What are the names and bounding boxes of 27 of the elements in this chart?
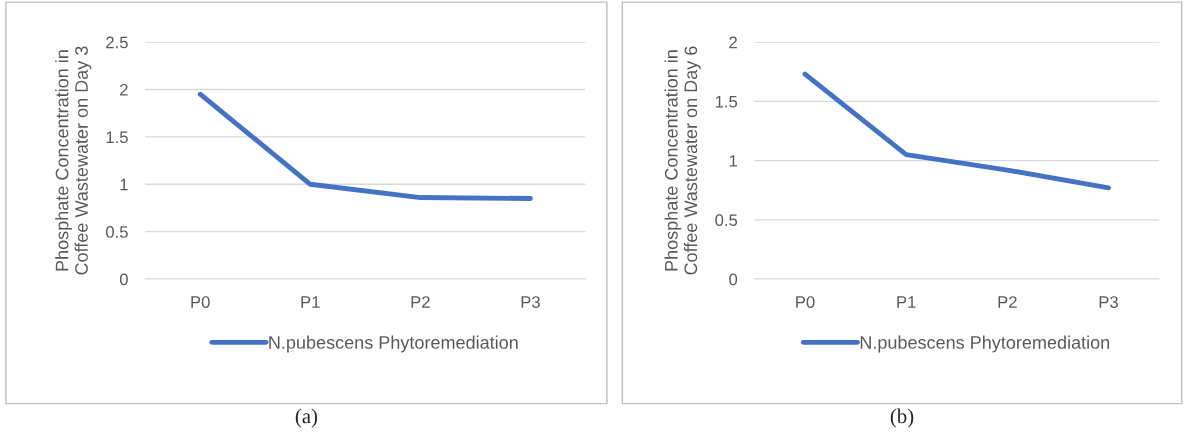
y-tick-label: 0 xyxy=(119,273,128,286)
line-series xyxy=(197,91,533,201)
x-tick-label: P0 xyxy=(191,296,210,308)
y-tick-label: 1.5 xyxy=(715,95,738,108)
x-tick-label: P1 xyxy=(897,296,916,308)
y-tick-label: 0 xyxy=(729,273,738,286)
legend-label: N.pubescens Phytoremediation xyxy=(860,335,1110,353)
y-tick-label: 2 xyxy=(120,83,128,96)
line-series xyxy=(802,71,1111,191)
x-tick-label: P0 xyxy=(796,296,815,308)
y-tick-label: 1 xyxy=(120,178,128,191)
y-tick-label: 0.5 xyxy=(106,226,128,238)
y-axis-title: Phosphate Concentration in Coffee Wastewater on Day 6 xyxy=(664,46,701,275)
x-tick-label: P1 xyxy=(301,296,320,308)
y-axis-title: Phosphate Concentration in Coffee Wastewater on Day 3 xyxy=(55,46,92,275)
y-tick-label: 2 xyxy=(729,36,737,49)
y-tick-label: 1 xyxy=(729,155,737,167)
legend-label: N.pubescens Phytoremediation xyxy=(269,335,518,353)
y-tick-label: 2.5 xyxy=(106,36,128,49)
y-tick-label: 1.5 xyxy=(106,131,128,144)
x-tick-label: P2 xyxy=(998,296,1017,308)
text: (b) xyxy=(890,408,914,428)
x-tick-label: P2 xyxy=(411,296,430,308)
x-tick-label: P3 xyxy=(521,296,540,308)
y-tick-label: 0.5 xyxy=(715,214,738,227)
text: (a) xyxy=(295,408,318,428)
x-tick-label: P3 xyxy=(1099,296,1118,308)
